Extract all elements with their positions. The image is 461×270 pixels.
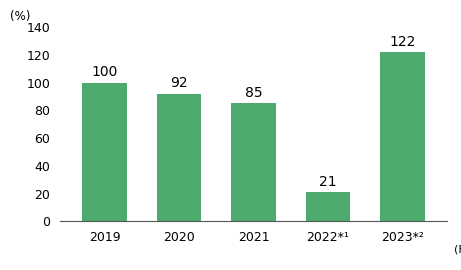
Text: (%): (%) <box>10 10 30 23</box>
Text: 92: 92 <box>170 76 188 90</box>
Text: 21: 21 <box>319 175 337 189</box>
Bar <box>157 94 201 221</box>
Bar <box>306 192 350 221</box>
Bar <box>380 52 425 221</box>
Text: 85: 85 <box>245 86 262 100</box>
Text: 122: 122 <box>389 35 416 49</box>
Bar <box>231 103 276 221</box>
Text: (FY): (FY) <box>454 244 461 254</box>
Bar <box>82 83 127 221</box>
Text: 100: 100 <box>91 65 118 79</box>
